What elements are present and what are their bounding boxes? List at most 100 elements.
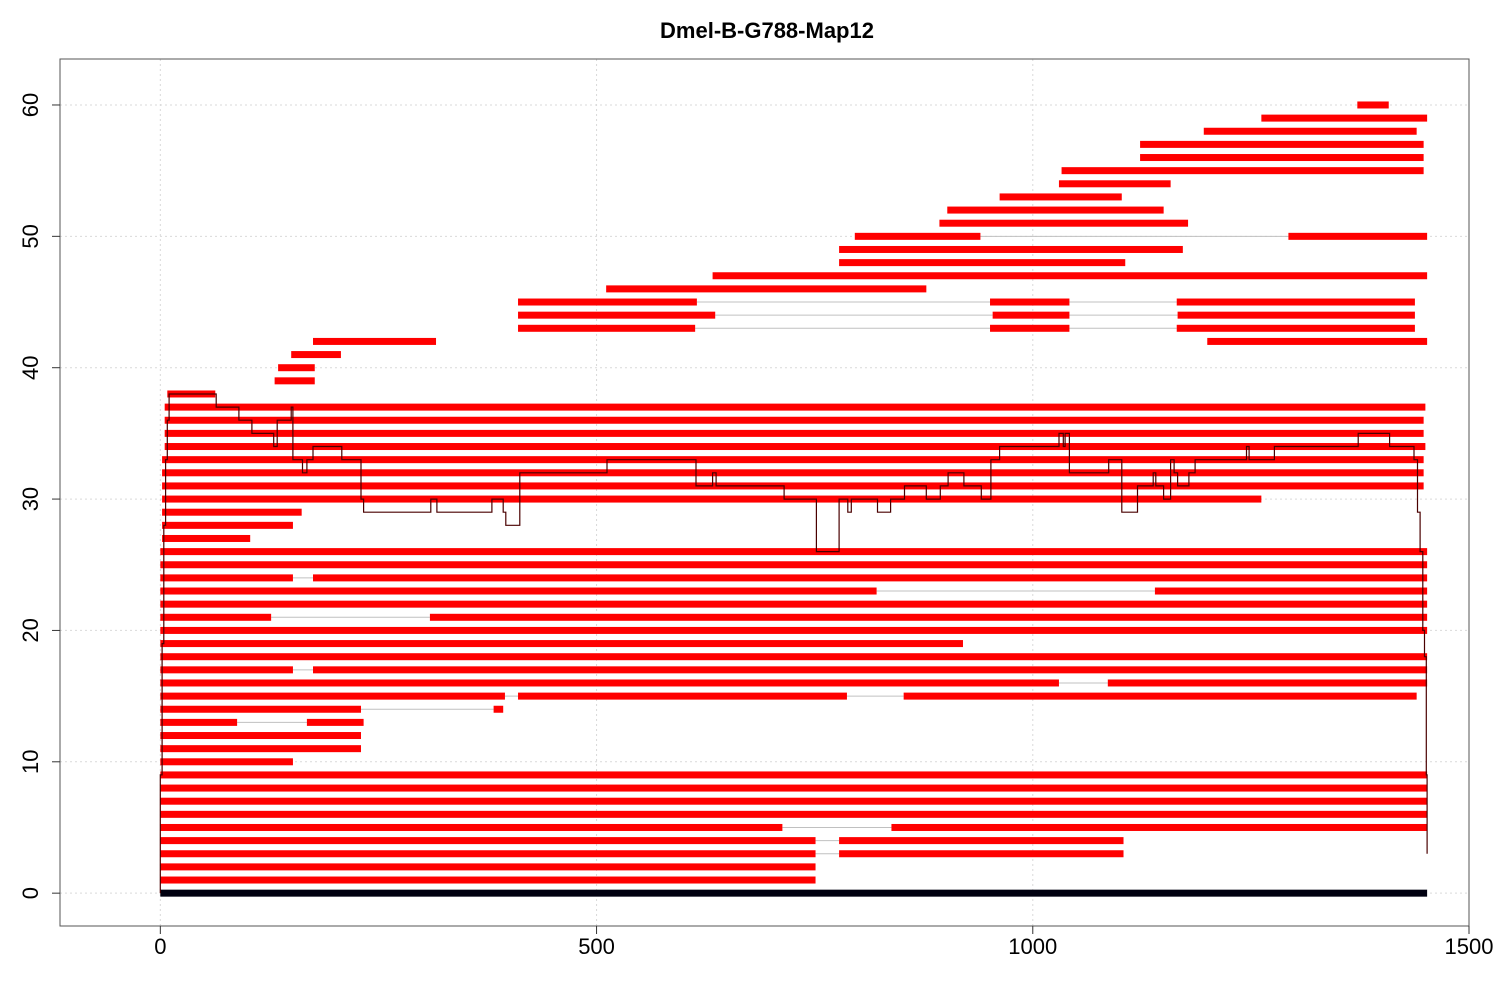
segment-bar [160, 718, 238, 726]
segment-bar [160, 600, 1428, 608]
segment-bar [160, 850, 816, 858]
segment-bar [160, 548, 1428, 556]
segment-bar [160, 863, 816, 871]
segment-bar [160, 653, 1428, 661]
segment-bar [990, 298, 1070, 306]
segment-bar [313, 574, 1428, 582]
segment-bar [429, 613, 1428, 621]
segment-bar [999, 193, 1122, 201]
segment-bar [1357, 101, 1389, 109]
segment-bar [992, 311, 1070, 319]
segment-bar [160, 705, 361, 713]
segment-bar [1288, 232, 1428, 240]
y-tick-label: 20 [18, 618, 43, 642]
segment-bar [313, 337, 437, 345]
segment-bar [160, 640, 963, 648]
x-tick-label: 500 [578, 934, 615, 959]
segment-bar [160, 692, 505, 700]
segment-bar [278, 364, 315, 372]
segment-bar [160, 626, 1428, 634]
segment-bar [493, 705, 504, 713]
segment-bar [162, 456, 1424, 464]
y-tick-label: 30 [18, 487, 43, 511]
segment-bar [1261, 114, 1428, 122]
segment-bar [274, 377, 315, 385]
segment-bar [164, 443, 1426, 451]
segment-bar [1154, 587, 1428, 595]
segment-bar [1107, 679, 1428, 687]
segment-bar [947, 206, 1164, 214]
chart-title: Dmel-B-G788-Map12 [660, 18, 874, 43]
segment-bar [939, 219, 1189, 227]
segment-bar [160, 784, 1428, 792]
segment-bar [306, 718, 364, 726]
segment-bar [1176, 298, 1415, 306]
segment-bar [160, 837, 816, 845]
segment-bar [712, 272, 1428, 280]
y-tick-label: 0 [18, 887, 43, 899]
x-axis: 0 500 1000 1500 [154, 926, 1493, 959]
x-tick-label: 1500 [1445, 934, 1494, 959]
segment-bar [162, 521, 293, 529]
segment-bar [162, 482, 1424, 490]
segment-bar [160, 666, 293, 674]
segment-bar [164, 429, 1424, 437]
grid [60, 59, 1470, 926]
segment-bar [518, 298, 697, 306]
segment-bar [1140, 154, 1424, 162]
segment-bar [164, 416, 1424, 424]
segment-bar [606, 285, 927, 293]
segment-bar [903, 692, 1417, 700]
segment-bar [1176, 324, 1415, 332]
segment-bar [313, 666, 1428, 674]
plot-frame [59, 58, 1470, 927]
segment-bar [891, 823, 1428, 831]
segment-bar [990, 324, 1070, 332]
segment-bar [1177, 311, 1415, 319]
x-tick-label: 1000 [1008, 934, 1057, 959]
segment-bar [839, 259, 1126, 267]
y-tick-label: 50 [18, 224, 43, 248]
x-tick-label: 0 [154, 934, 166, 959]
segment-bar [291, 351, 341, 359]
y-tick-label: 60 [18, 93, 43, 117]
coverage-line-group [159, 393, 1428, 894]
segment-bar [160, 745, 361, 753]
segment-bar [518, 324, 696, 332]
segment-bar [1203, 127, 1417, 135]
segment-bar [162, 534, 251, 542]
segment-bar [160, 732, 361, 740]
segment-bar [160, 587, 877, 595]
segment-bar [839, 837, 1124, 845]
y-axis: 0 10 20 30 40 50 60 [18, 93, 60, 899]
segment-bar [162, 469, 1424, 477]
segments [160, 101, 1428, 884]
segment-bar [160, 810, 1428, 818]
y-tick-label: 40 [18, 355, 43, 379]
segment-bar [1058, 180, 1171, 188]
segment-bar [160, 561, 1428, 569]
segment-bar [839, 245, 1183, 253]
segment-bar [164, 403, 1426, 411]
segment-bar [160, 876, 816, 884]
reference-bar-group [160, 889, 1428, 897]
segment-bar [1140, 140, 1424, 148]
segment-bar [160, 797, 1428, 805]
segment-bar [1207, 337, 1428, 345]
segment-bar [160, 574, 293, 582]
gap-lines [237, 235, 1289, 855]
segment-bar [1061, 167, 1424, 175]
segment-bar [162, 495, 1262, 503]
reference-bar [160, 889, 1428, 897]
segment-bar [518, 692, 847, 700]
segment-bar [160, 758, 293, 766]
segment-bar [854, 232, 981, 240]
coverage-line [159, 393, 1428, 894]
y-tick-label: 10 [18, 750, 43, 774]
segment-bar [160, 613, 272, 621]
segment-bar [160, 823, 783, 831]
segment-bar [162, 508, 302, 516]
segment-bar [839, 850, 1124, 858]
segment-bar [518, 311, 716, 319]
